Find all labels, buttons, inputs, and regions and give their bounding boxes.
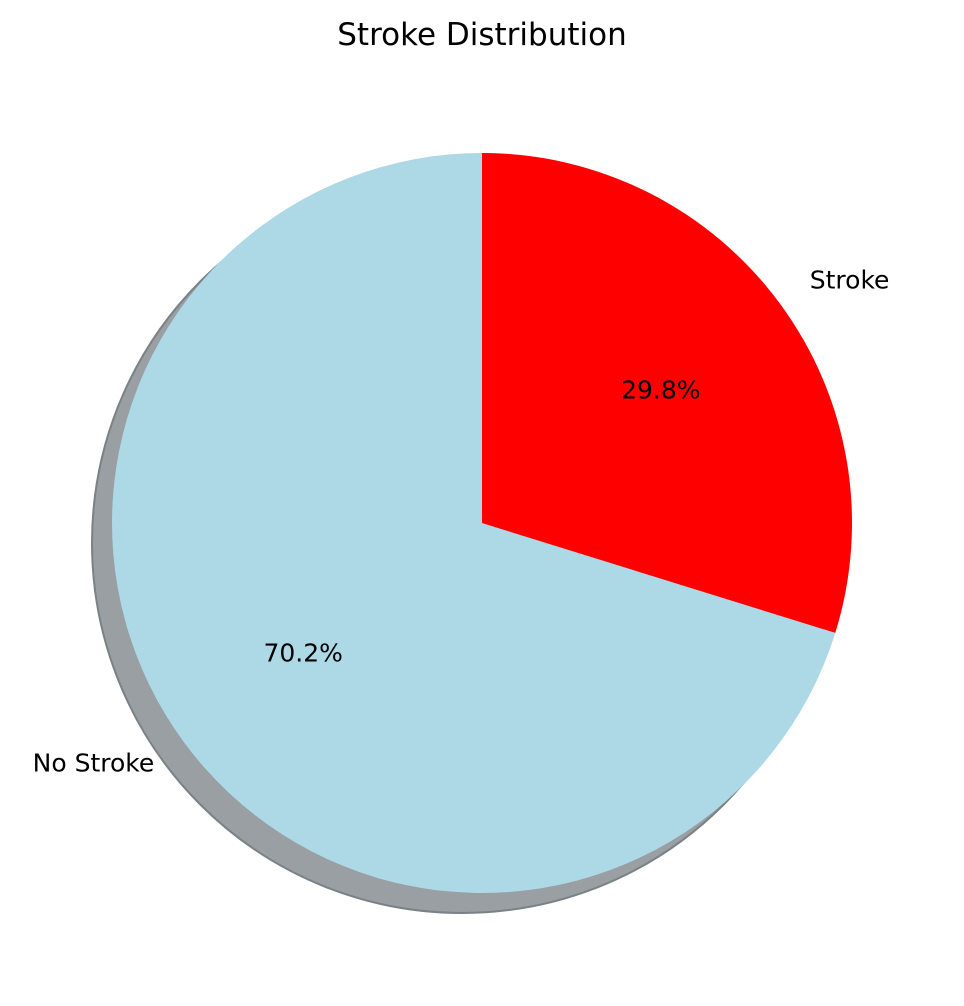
pct-label-stroke: 29.8% xyxy=(621,375,700,404)
labels-group: No Stroke 70.2% Stroke 29.8% xyxy=(33,266,890,778)
slice-label-stroke: Stroke xyxy=(810,266,890,295)
pie-slice-no-stroke xyxy=(111,153,836,893)
pie-slice-stroke xyxy=(482,153,852,633)
chart-title: Stroke Distribution xyxy=(337,17,627,53)
slice-label-no-stroke: No Stroke xyxy=(33,748,155,777)
pct-label-no-stroke: 70.2% xyxy=(264,639,343,668)
slices-group xyxy=(111,153,852,893)
